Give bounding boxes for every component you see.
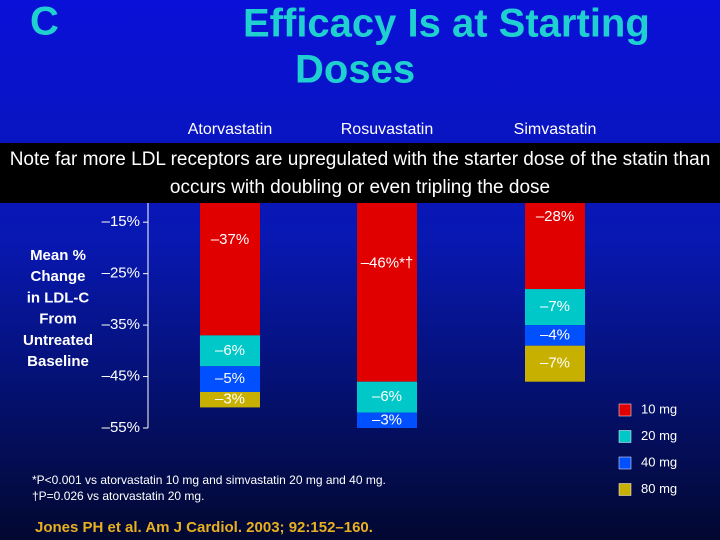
category-label: Simvastatin — [514, 121, 597, 138]
value-label: –6% — [215, 342, 245, 359]
bar-segment — [200, 366, 260, 392]
value-label: –6% — [372, 388, 402, 405]
chart-title: Efficacy Is at Starting — [243, 2, 650, 46]
reference: Jones PH et al. Am J Cardiol. 2003; 92:1… — [35, 519, 373, 536]
value-label: –46%*† — [361, 254, 414, 271]
value-label: –7% — [540, 298, 570, 315]
y-axis-label: From — [39, 311, 77, 328]
footnote: †P=0.026 vs atorvastatin 20 mg. — [32, 489, 204, 503]
bar-segment — [525, 345, 585, 382]
value-label: –3% — [372, 411, 402, 428]
note: Note far more LDL receptors are upregula… — [0, 143, 720, 203]
y-axis-label: Untreated — [23, 332, 93, 349]
footnote: *P<0.001 vs atorvastatin 10 mg and simva… — [32, 473, 386, 487]
legend-swatch — [618, 403, 632, 417]
y-tick-label: –35% — [102, 316, 140, 333]
y-axis-label: Mean % — [30, 247, 86, 264]
category-label: Rosuvastatin — [341, 121, 434, 138]
y-axis-label: in LDL-C — [27, 289, 90, 306]
value-label: –4% — [540, 326, 570, 343]
panel-label: C — [30, 0, 59, 44]
chart-title: Doses — [295, 48, 415, 92]
bar-segment — [525, 325, 585, 346]
legend-label: 10 mg — [641, 401, 677, 416]
bar-segment — [525, 289, 585, 326]
category-label: Atorvastatin — [188, 121, 272, 138]
y-tick-label: –55% — [102, 419, 140, 436]
y-tick-label: –25% — [102, 265, 140, 282]
legend-swatch — [618, 483, 632, 496]
value-label: –28% — [536, 208, 574, 225]
bar-segment — [200, 391, 260, 408]
legend-swatch — [618, 430, 632, 443]
bar-segment — [357, 381, 417, 413]
legend-label: 40 mg — [641, 454, 677, 469]
legend-label: 20 mg — [641, 428, 677, 443]
bar-segment — [200, 335, 260, 367]
value-label: –3% — [215, 391, 245, 408]
bar-segment — [357, 412, 417, 428]
y-tick-label: –45% — [102, 368, 140, 385]
legend-label: 80 mg — [641, 481, 677, 496]
value-label: –5% — [215, 370, 245, 387]
y-axis-label: Change — [30, 268, 85, 285]
y-axis-label: Baseline — [27, 353, 89, 370]
y-tick-label: –15% — [102, 213, 140, 230]
value-label: –37% — [211, 231, 249, 248]
legend-swatch — [618, 456, 632, 470]
value-label: –7% — [540, 355, 570, 372]
